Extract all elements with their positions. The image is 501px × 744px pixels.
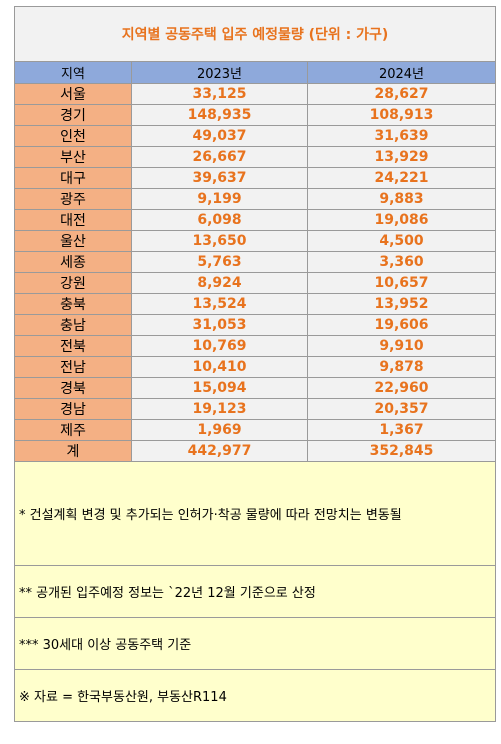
region-cell: 충북 — [14, 293, 132, 315]
region-cell: 광주 — [14, 188, 132, 210]
value-2023-cell: 148,935 — [131, 104, 308, 126]
value-2023-cell: 33,125 — [131, 83, 308, 105]
table-row: 인천 49,037 31,639 — [14, 125, 496, 147]
region-cell: 전남 — [14, 356, 132, 378]
value-2023-cell: 10,769 — [131, 335, 308, 357]
value-2023-cell: 13,524 — [131, 293, 308, 315]
header-region: 지역 — [14, 61, 132, 84]
table-row: 전남 10,410 9,878 — [14, 356, 496, 378]
region-cell: 대구 — [14, 167, 132, 189]
value-2024-cell: 13,929 — [307, 146, 496, 168]
value-2024-cell: 352,845 — [307, 440, 496, 462]
region-cell: 대전 — [14, 209, 132, 231]
housing-supply-sheet: 지역별 공동주택 입주 예정물량 (단위 : 가구) 지역 2023년 2024… — [14, 6, 496, 722]
table-row: 울산 13,650 4,500 — [14, 230, 496, 252]
region-cell: 경북 — [14, 377, 132, 399]
value-2024-cell: 28,627 — [307, 83, 496, 105]
value-2023-cell: 31,053 — [131, 314, 308, 336]
value-2024-cell: 3,360 — [307, 251, 496, 273]
value-2024-cell: 19,086 — [307, 209, 496, 231]
table-row: 경남 19,123 20,357 — [14, 398, 496, 420]
value-2024-cell: 10,657 — [307, 272, 496, 294]
value-2024-cell: 9,883 — [307, 188, 496, 210]
table-title: 지역별 공동주택 입주 예정물량 (단위 : 가구) — [14, 6, 496, 62]
region-cell: 경남 — [14, 398, 132, 420]
value-2023-cell: 49,037 — [131, 125, 308, 147]
region-cell: 울산 — [14, 230, 132, 252]
region-cell: 계 — [14, 440, 132, 462]
region-cell: 인천 — [14, 125, 132, 147]
header-2024: 2024년 — [307, 61, 496, 84]
value-2024-cell: 108,913 — [307, 104, 496, 126]
table-row: 부산 26,667 13,929 — [14, 146, 496, 168]
value-2023-cell: 6,098 — [131, 209, 308, 231]
value-2023-cell: 5,763 — [131, 251, 308, 273]
region-cell: 부산 — [14, 146, 132, 168]
table-row: 서울 33,125 28,627 — [14, 83, 496, 105]
value-2023-cell: 39,637 — [131, 167, 308, 189]
value-2024-cell: 31,639 — [307, 125, 496, 147]
value-2023-cell: 8,924 — [131, 272, 308, 294]
value-2023-cell: 9,199 — [131, 188, 308, 210]
value-2024-cell: 22,960 — [307, 377, 496, 399]
table-row: 경기 148,935 108,913 — [14, 104, 496, 126]
value-2023-cell: 26,667 — [131, 146, 308, 168]
value-2024-cell: 9,910 — [307, 335, 496, 357]
table-row: 제주 1,969 1,367 — [14, 419, 496, 441]
note-forecast-change: * 건설계획 변경 및 추가되는 인허가·착공 물량에 따라 전망치는 변동될 — [14, 461, 496, 566]
value-2024-cell: 20,357 — [307, 398, 496, 420]
value-2023-cell: 442,977 — [131, 440, 308, 462]
note-data-basis: ** 공개된 입주예정 정보는 `22년 12월 기준으로 산정 — [14, 565, 496, 618]
region-cell: 서울 — [14, 83, 132, 105]
table-row: 계 442,977 352,845 — [14, 440, 496, 462]
region-cell: 강원 — [14, 272, 132, 294]
header-2023: 2023년 — [131, 61, 308, 84]
value-2023-cell: 13,650 — [131, 230, 308, 252]
supply-table: 지역별 공동주택 입주 예정물량 (단위 : 가구) 지역 2023년 2024… — [14, 6, 496, 722]
region-cell: 제주 — [14, 419, 132, 441]
table-row: 경북 15,094 22,960 — [14, 377, 496, 399]
table-row: 충북 13,524 13,952 — [14, 293, 496, 315]
header-row: 지역 2023년 2024년 — [14, 61, 496, 84]
region-cell: 세종 — [14, 251, 132, 273]
note-source: ※ 자료 = 한국부동산원, 부동산R114 — [14, 669, 496, 722]
region-cell: 전북 — [14, 335, 132, 357]
value-2024-cell: 13,952 — [307, 293, 496, 315]
value-2024-cell: 24,221 — [307, 167, 496, 189]
region-cell: 충남 — [14, 314, 132, 336]
table-row: 강원 8,924 10,657 — [14, 272, 496, 294]
value-2024-cell: 19,606 — [307, 314, 496, 336]
value-2023-cell: 10,410 — [131, 356, 308, 378]
table-row: 충남 31,053 19,606 — [14, 314, 496, 336]
region-cell: 경기 — [14, 104, 132, 126]
value-2023-cell: 19,123 — [131, 398, 308, 420]
value-2023-cell: 1,969 — [131, 419, 308, 441]
table-row: 세종 5,763 3,360 — [14, 251, 496, 273]
value-2024-cell: 4,500 — [307, 230, 496, 252]
note-threshold: *** 30세대 이상 공동주택 기준 — [14, 617, 496, 670]
table-row: 광주 9,199 9,883 — [14, 188, 496, 210]
value-2024-cell: 1,367 — [307, 419, 496, 441]
table-row: 전북 10,769 9,910 — [14, 335, 496, 357]
value-2023-cell: 15,094 — [131, 377, 308, 399]
table-row: 대전 6,098 19,086 — [14, 209, 496, 231]
table-row: 대구 39,637 24,221 — [14, 167, 496, 189]
value-2024-cell: 9,878 — [307, 356, 496, 378]
